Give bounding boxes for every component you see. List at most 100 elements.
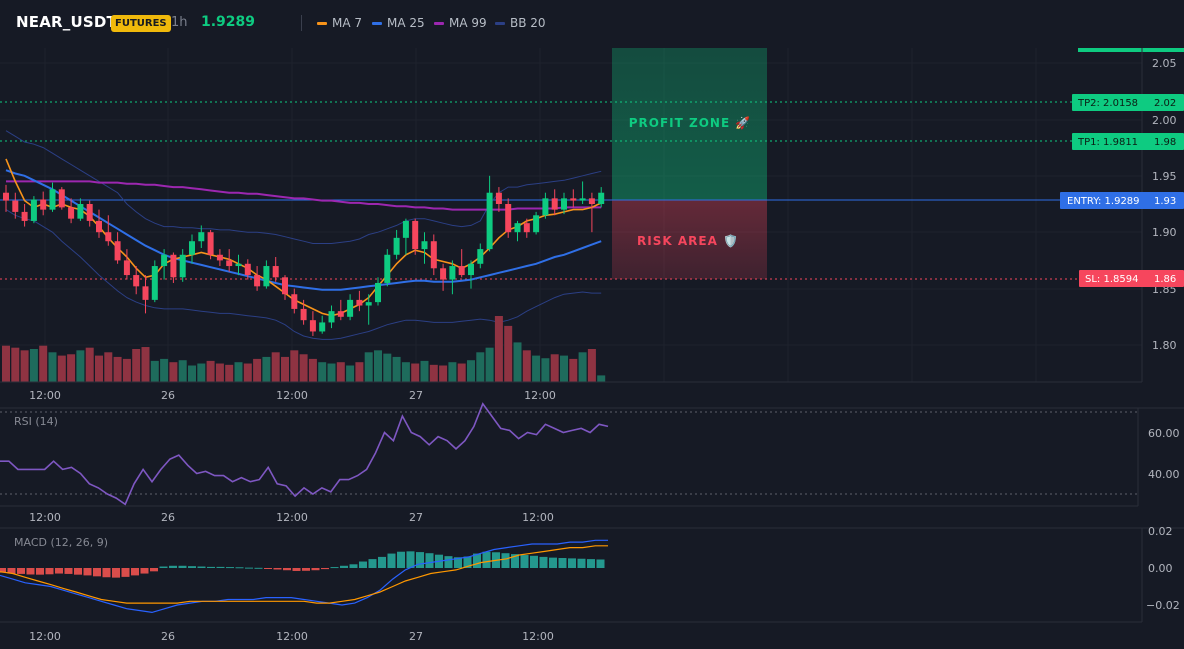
symbol-name[interactable]: NEAR_USDT — [16, 13, 117, 31]
candle — [244, 259, 251, 280]
macd-histogram-bar — [577, 558, 586, 568]
legend-ma7[interactable]: MA 7 — [317, 16, 362, 30]
time-label: 12:00 — [522, 630, 554, 643]
volume-bar — [39, 345, 48, 382]
volume-bar — [550, 354, 559, 382]
candle-body — [300, 308, 307, 321]
volume-bar — [485, 347, 494, 382]
time-label: 27 — [409, 511, 423, 524]
volume-bar — [281, 356, 289, 382]
legend-ma25[interactable]: MA 25 — [372, 16, 425, 30]
candle-body — [21, 211, 28, 221]
candle-body — [356, 299, 363, 306]
candle-body — [365, 302, 372, 306]
macd-histogram-bar — [302, 568, 310, 571]
volume-bar — [513, 342, 522, 382]
tp2-tag[interactable]: TP2: 2.0158 2.02 — [1072, 94, 1184, 111]
macd-histogram-bar — [558, 558, 567, 568]
candle-body — [198, 232, 205, 242]
volume-bar — [290, 350, 299, 382]
macd-histogram-bar — [387, 553, 396, 568]
candle — [495, 187, 502, 212]
macd-histogram-bar — [368, 559, 377, 568]
volume-bar — [206, 360, 215, 382]
volume-bar — [476, 352, 485, 382]
macd-histogram-bar — [568, 558, 576, 568]
macd-histogram-bar — [416, 552, 424, 568]
volume-bar — [578, 352, 587, 382]
volume-bar — [401, 362, 410, 382]
candle — [384, 249, 391, 287]
candle-body — [430, 241, 437, 269]
candle-body — [114, 241, 121, 261]
candle — [440, 263, 447, 291]
macd-line — [0, 539, 608, 614]
candle-body — [68, 207, 75, 219]
volume-bar — [467, 360, 475, 382]
candle-body — [421, 241, 428, 250]
macd-histogram-bar — [473, 553, 481, 568]
time-label: 27 — [409, 630, 423, 643]
macd-histogram-bar — [36, 568, 44, 575]
candle — [570, 189, 577, 208]
candle-body — [393, 237, 400, 255]
risk-zone — [612, 200, 767, 279]
time-label: 26 — [161, 630, 175, 643]
macd-histogram-bar — [349, 564, 358, 568]
macd-histogram-bar — [207, 566, 215, 568]
volume-bar — [29, 349, 38, 382]
macd-histogram-bar — [188, 566, 196, 568]
price-tick: 2.05 — [1152, 57, 1177, 70]
volume-bar — [587, 349, 596, 382]
candle — [207, 229, 214, 260]
volume-bar — [299, 354, 308, 382]
ma25-line — [5, 169, 602, 291]
candle-body — [86, 204, 93, 221]
candlesticks — [3, 175, 605, 336]
volume-bar — [132, 349, 141, 382]
time-label: 12:00 — [29, 389, 61, 402]
sl-tag[interactable]: SL: 1.8594 1.86 — [1079, 270, 1184, 287]
candle-body — [254, 275, 261, 287]
candle-body — [263, 266, 270, 287]
macd-histogram-bar — [397, 551, 405, 568]
volume-bar — [411, 363, 420, 382]
macd-histogram-bar — [378, 556, 386, 568]
candle-body — [505, 204, 512, 233]
rsi-path — [0, 402, 609, 506]
candle — [272, 257, 279, 282]
volume-bar — [532, 355, 541, 382]
macd-histogram-bar — [292, 568, 301, 571]
legend-bb20[interactable]: BB 20 — [495, 16, 546, 30]
timeframe-label[interactable]: 1h — [171, 15, 188, 30]
volume-bar — [67, 354, 76, 382]
candle — [114, 232, 121, 264]
candle — [133, 266, 140, 295]
candle — [356, 290, 363, 312]
volume-bar — [392, 356, 401, 382]
candle — [189, 234, 195, 264]
bb-upper-line — [5, 130, 602, 244]
macd-histogram-bar — [102, 568, 111, 578]
candle — [12, 192, 19, 219]
macd-histogram-bar — [93, 568, 101, 577]
candle — [393, 229, 400, 260]
legend-ma99[interactable]: MA 99 — [434, 16, 487, 30]
entry-tag[interactable]: ENTRY: 1.9289 1.93 — [1060, 192, 1184, 209]
svg-text:ENTRY: 1.9289: ENTRY: 1.9289 — [1067, 196, 1140, 207]
candle-body — [523, 223, 530, 233]
macd-histogram-bar — [45, 568, 54, 575]
candle-body — [170, 254, 177, 278]
candle-body — [542, 198, 549, 216]
macd-indicator — [0, 539, 608, 614]
candle-body — [40, 199, 47, 210]
candle-body — [207, 232, 214, 255]
tp1-tag[interactable]: TP1: 1.9811 1.98 — [1072, 133, 1184, 150]
chart-header: NEAR_USDT FUTURES 1h 1.9289 MA 7 MA 25 M… — [0, 0, 1184, 46]
svg-text:1.93: 1.93 — [1154, 196, 1176, 207]
macd-histogram-bar — [330, 567, 339, 569]
candle — [579, 181, 586, 204]
volume-bar — [113, 356, 122, 382]
volume-bar — [178, 360, 187, 382]
